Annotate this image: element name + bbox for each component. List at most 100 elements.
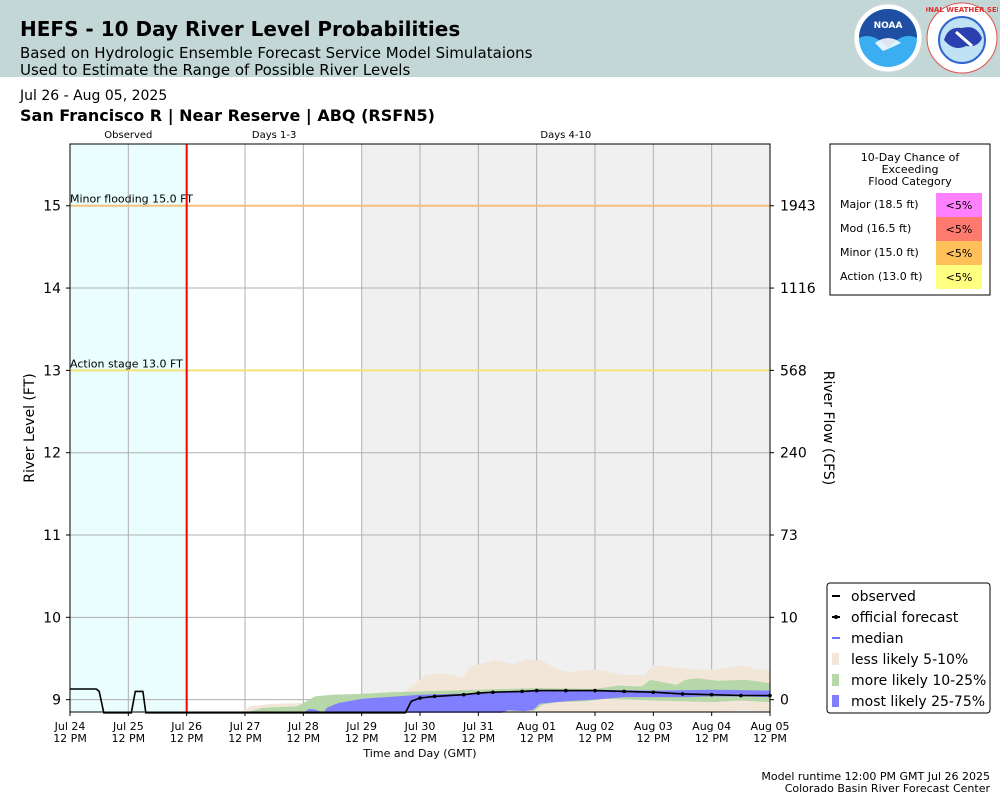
flow-tick-label: 10 [780, 610, 798, 626]
forecast-point [491, 690, 495, 695]
x-tick-label: Aug 02 [576, 720, 615, 733]
y-tick-label: 14 [43, 281, 61, 297]
date-range: Jul 26 - Aug 05, 2025 [20, 88, 168, 104]
x-axis-label: Time and Day (GMT) [362, 747, 476, 760]
table-chance-cell [936, 193, 982, 217]
series-lines [70, 688, 772, 714]
table-title: 10-Day Chance of [861, 151, 961, 164]
forecast-point [651, 690, 656, 695]
legend-swatch-dot [834, 615, 838, 619]
table-category: Mod (16.5 ft) [840, 222, 911, 235]
period-label: Days 1-3 [252, 130, 296, 141]
subtitle-line-1: Based on Hydrologic Ensemble Forecast Se… [20, 44, 533, 62]
legend-label: more likely 10-25% [851, 673, 986, 689]
x-tick-label: 12 PM [637, 732, 671, 745]
nws-logo: NATIONAL WEATHER SERVICE [926, 2, 998, 74]
x-tick-label: Aug 01 [517, 720, 556, 733]
x-tick-label: Jul 28 [287, 720, 319, 733]
forecast-center: Colorado Basin River Forecast Center [784, 782, 990, 795]
forecast-point [564, 688, 568, 693]
table-chance-cell [936, 217, 982, 241]
forecast-point [593, 688, 597, 693]
nws-logo-text: NATIONAL WEATHER SERVICE [926, 6, 998, 14]
legend-swatch [832, 653, 839, 665]
legend-label: median [851, 631, 903, 647]
table-title: Flood Category [868, 175, 952, 188]
noaa-logo: NOAA [853, 3, 923, 73]
observed-line [70, 688, 187, 714]
table-chance: <5% [946, 199, 973, 212]
table-chance: <5% [946, 223, 973, 236]
y-tick-label: 11 [43, 528, 61, 544]
y-tick-label: 10 [43, 610, 61, 626]
x-tick-label: 12 PM [112, 732, 146, 745]
band-most-likely [303, 689, 770, 713]
flow-tick-label: 1116 [780, 281, 816, 297]
forecast-point [476, 691, 481, 695]
flow-tick-label: 240 [780, 446, 807, 462]
probability-bands [239, 659, 770, 713]
period-label: Observed [104, 130, 152, 141]
forecast-point [622, 689, 626, 694]
forecast-point [418, 696, 422, 700]
legend-label: most likely 25-75% [851, 694, 985, 710]
x-tick-label: 12 PM [287, 732, 321, 745]
legend-box [826, 582, 991, 714]
x-tick-label: Aug 04 [692, 720, 731, 733]
legend-label: official forecast [851, 610, 959, 626]
x-tick-label: Jul 26 [170, 720, 202, 733]
flow-tick-label: 73 [780, 528, 798, 544]
minor-threshold-label: Minor flooding 15.0 FT [70, 193, 193, 206]
forecast-point [680, 692, 685, 696]
legend-swatch [832, 674, 839, 686]
gauge-title: San Francisco R | Near Reserve | ABQ (RS… [20, 106, 435, 125]
x-tick-label: Jul 24 [54, 720, 86, 733]
model-runtime: Model runtime 12:00 PM GMT Jul 26 2025 [761, 770, 990, 783]
x-tick-label: 12 PM [520, 732, 554, 745]
forecast-point [534, 688, 539, 693]
flow-tick-label: 0 [780, 693, 789, 709]
forecast-point [461, 692, 466, 697]
page-title: HEFS - 10 Day River Level Probabilities [20, 17, 461, 41]
x-tick-label: Aug 05 [751, 720, 790, 733]
subtitle-line-2: Used to Estimate the Range of Possible R… [20, 61, 411, 79]
forecast-point [432, 694, 437, 699]
table-title: Exceeding [882, 163, 939, 176]
legend-label: observed [851, 589, 916, 605]
action-threshold-label: Action stage 13.0 FT [70, 357, 183, 370]
forecast-point [739, 693, 743, 698]
table-chance-cell [936, 265, 982, 289]
period-label: Days 4-10 [540, 130, 591, 141]
table-category: Minor (15.0 ft) [840, 246, 919, 259]
x-tick-label: Jul 31 [462, 720, 494, 733]
x-tick-label: 12 PM [753, 732, 787, 745]
x-tick-label: 12 PM [403, 732, 437, 745]
x-tick-label: 12 PM [228, 732, 262, 745]
legend-swatch [832, 695, 839, 707]
x-tick-label: 12 PM [462, 732, 496, 745]
y-tick-label: 12 [43, 446, 61, 462]
table-category: Major (18.5 ft) [840, 198, 919, 211]
days-4-10-bg [361, 144, 770, 712]
x-tick-label: Jul 29 [345, 720, 377, 733]
table-chance-cell [936, 241, 982, 265]
x-tick-label: 12 PM [53, 732, 87, 745]
forecast-point [709, 692, 714, 697]
x-tick-label: Jul 30 [404, 720, 436, 733]
y-tick-label: 15 [43, 199, 61, 215]
noaa-logo-text: NOAA [874, 21, 903, 31]
legend-label: less likely 5-10% [851, 652, 968, 668]
y2-axis-label: River Flow (CFS) [820, 371, 836, 486]
x-tick-label: Jul 25 [112, 720, 144, 733]
x-tick-label: 12 PM [578, 732, 612, 745]
y-tick-label: 9 [52, 693, 61, 709]
flow-tick-label: 1943 [780, 199, 816, 215]
chart-legend: observed official forecast median less like… [826, 582, 991, 714]
flow-tick-label: 568 [780, 363, 807, 379]
x-tick-label: Jul 27 [229, 720, 261, 733]
y-axis-label: River Level (FT) [22, 373, 38, 482]
table-chance: <5% [946, 271, 973, 284]
